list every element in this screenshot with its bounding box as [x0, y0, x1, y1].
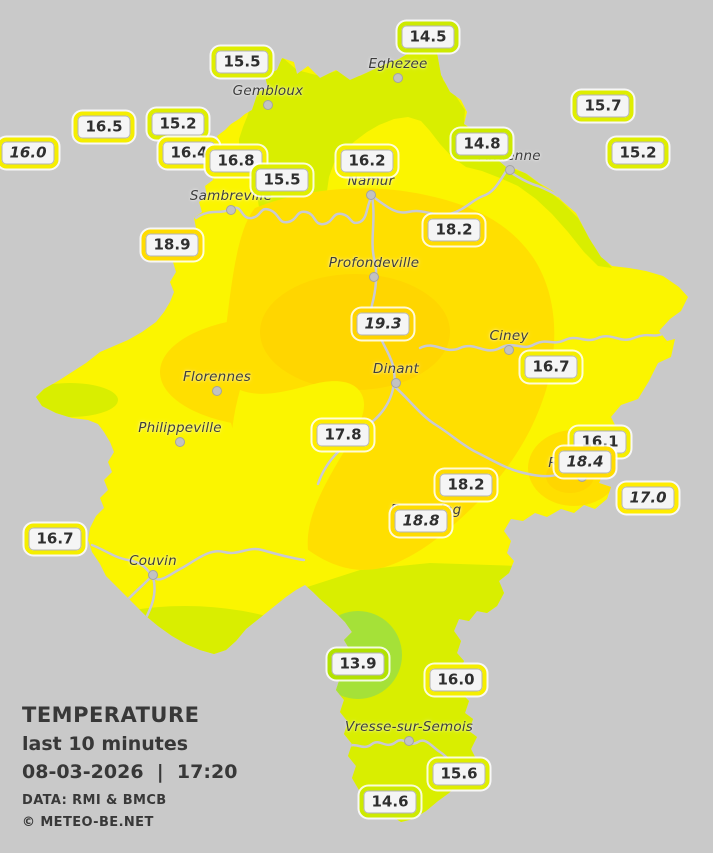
temperature-badge: 15.6 [428, 758, 490, 790]
city-label-gembloux: Gembloux [232, 83, 304, 99]
temperature-badge: 16.0 [0, 137, 59, 169]
temperature-badge: 16.7 [520, 351, 582, 383]
city-dot-andenne [505, 165, 515, 175]
copyright: © METEO-BE.NET [22, 815, 154, 830]
river-couvin [90, 543, 306, 581]
city-label-namur: Namur [347, 173, 395, 189]
city-dot-gembloux [263, 100, 273, 110]
city-dot-eghezee [393, 73, 403, 83]
city-dot-dinant [391, 378, 401, 388]
temperature-badge: 15.2 [607, 137, 669, 169]
temperature-badge: 18.2 [423, 214, 485, 246]
city-label-profondeville: Profondeville [328, 255, 420, 271]
city-dot-sambreville [226, 205, 236, 215]
temperature-badge: 19.3 [352, 308, 414, 340]
city-label-philippeville: Philippeville [138, 420, 222, 436]
temp-zone-west-sliver [36, 383, 118, 417]
river-meuse-east [370, 168, 560, 217]
city-label-dinant: Dinant [372, 361, 420, 377]
temperature-badge: 15.5 [251, 164, 313, 196]
temperature-badge: 14.8 [451, 128, 513, 160]
temperature-badge: 16.5 [73, 111, 135, 143]
river-sambre [194, 194, 374, 226]
temperature-badge: 14.5 [397, 21, 459, 53]
temperature-badge: 17.0 [617, 482, 679, 514]
city-label-couvin: Couvin [129, 553, 177, 569]
temperature-badge: 18.9 [141, 229, 203, 261]
temperature-badge: 18.8 [390, 505, 452, 537]
temperature-badge: 16.7 [24, 523, 86, 555]
temperature-badge: 18.4 [554, 446, 616, 478]
temperature-badge: 13.9 [327, 648, 389, 680]
city-label-vresse-sur-semois: Vresse-sur-Semois [344, 719, 474, 735]
city-dot-profondeville [369, 272, 379, 282]
map-subtitle: last 10 minutes [22, 733, 189, 755]
temperature-badge: 15.7 [572, 90, 634, 122]
temperature-badge: 14.6 [359, 786, 421, 818]
temperature-badge: 16.2 [336, 145, 398, 177]
city-dot-ciney [504, 345, 514, 355]
city-label-florennes: Florennes [183, 369, 251, 385]
city-dot-vresse-sur-semois [404, 736, 414, 746]
temperature-badge: 15.5 [211, 46, 273, 78]
city-label-sambreville: Sambreville [189, 188, 273, 204]
temp-zone-north-cool [239, 47, 612, 268]
city-dot-couvin [148, 570, 158, 580]
map-datetime: 08-03-2026 | 17:20 [22, 761, 238, 783]
temperature-badge: 18.2 [435, 469, 497, 501]
river-east [418, 332, 664, 352]
map-title: TEMPERATURE [22, 703, 200, 727]
data-source: DATA: RMI & BMCB [22, 793, 167, 808]
city-label-ciney: Ciney [489, 328, 529, 344]
temperature-badge: 17.8 [312, 419, 374, 451]
city-dot-florennes [212, 386, 222, 396]
city-dot-philippeville [175, 437, 185, 447]
temperature-badge: 16.0 [425, 664, 487, 696]
temperature-badge: 15.2 [147, 108, 209, 140]
city-dot-namur [366, 190, 376, 200]
map-title-block: TEMPERATURE last 10 minutes 08-03-2026 |… [22, 703, 237, 830]
city-label-eghezee: Eghezee [368, 56, 428, 72]
